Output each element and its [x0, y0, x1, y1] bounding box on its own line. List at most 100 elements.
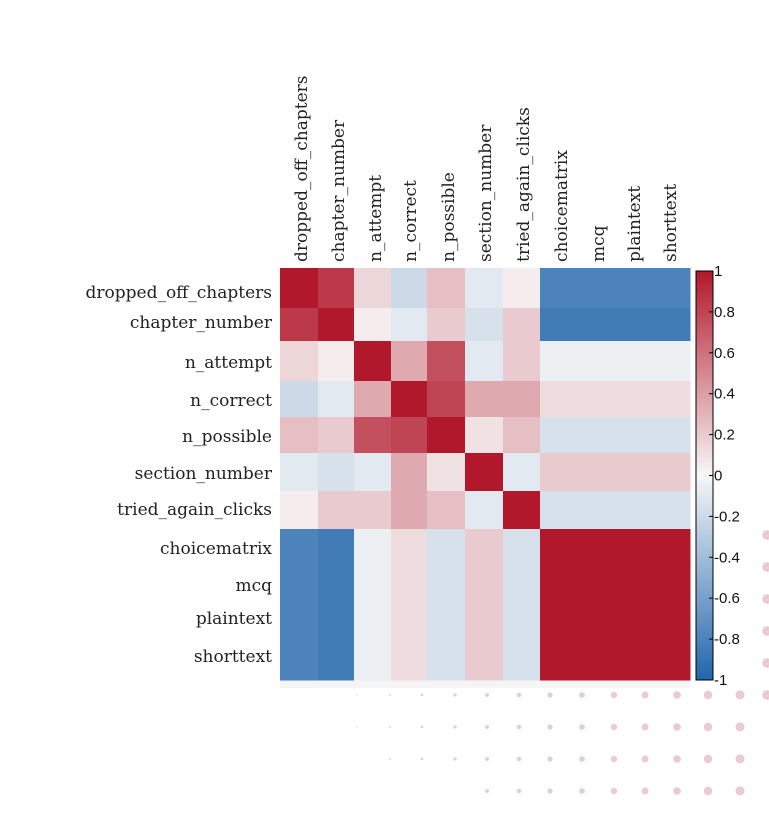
heatmap-cell — [540, 566, 578, 603]
background-dot — [610, 691, 618, 699]
background-dot — [641, 755, 649, 763]
background-dot — [579, 756, 585, 762]
colorbar-tick-label: -0.6 — [714, 590, 740, 607]
heatmap-cell — [318, 453, 355, 492]
background-dot — [420, 757, 424, 761]
colorbar-tick-label: 0.2 — [714, 427, 735, 444]
background-dot — [420, 693, 424, 697]
background-dot — [673, 723, 681, 731]
background-dot — [516, 788, 522, 794]
heatmap-cell — [280, 638, 319, 681]
heatmap-cell — [577, 341, 615, 382]
background-dot — [485, 789, 489, 793]
background-dot — [420, 725, 424, 729]
background-dot — [453, 725, 457, 729]
heatmap-cell — [427, 308, 466, 342]
heatmap-cell — [577, 638, 615, 681]
heatmap-cell — [503, 491, 541, 530]
heatmap-cell — [354, 602, 392, 639]
heatmap-cell — [540, 341, 578, 382]
heatmap-cells — [280, 268, 691, 681]
heatmap-cell — [280, 381, 319, 418]
heatmap-cell — [503, 602, 541, 639]
heatmap-cell — [280, 566, 319, 603]
background-dot — [610, 723, 618, 731]
heatmap-cell — [465, 268, 504, 309]
heatmap-cell — [503, 566, 541, 603]
column-label: shorttext — [661, 184, 681, 262]
heatmap-cell — [614, 529, 652, 567]
heatmap-cell — [391, 381, 428, 418]
colorbar-tick-label: -0.4 — [714, 549, 740, 566]
background-dot — [547, 756, 553, 762]
heatmap-cell — [503, 268, 541, 309]
heatmap-cell — [503, 417, 541, 454]
colorbar-tick-label: 0.6 — [714, 345, 735, 362]
heatmap-cell — [391, 638, 428, 681]
heatmap-cell — [465, 308, 504, 342]
heatmap-cell — [614, 453, 652, 492]
row-label: tried_again_clicks — [117, 500, 272, 520]
heatmap-cell — [280, 417, 319, 454]
background-dot — [641, 787, 649, 795]
heatmap-cell — [354, 638, 392, 681]
background-dot — [762, 690, 769, 700]
heatmap-cell — [503, 529, 541, 567]
background-dot — [673, 755, 681, 763]
background-dot — [641, 691, 649, 699]
row-label: plaintext — [196, 609, 272, 629]
heatmap-cell — [354, 268, 392, 309]
background-dot — [453, 757, 457, 761]
background-dot — [641, 723, 649, 731]
column-labels: dropped_off_chapters chapter_number n_atte… — [292, 76, 681, 263]
heatmap-cell — [651, 417, 691, 454]
heatmap-cell — [577, 566, 615, 603]
background-dot — [453, 693, 457, 697]
heatmap-cell — [427, 341, 466, 382]
heatmap-cell — [651, 453, 691, 492]
heatmap-cell — [391, 602, 428, 639]
background-dot — [762, 626, 769, 636]
heatmap-cell — [427, 381, 466, 418]
heatmap-cell — [540, 381, 578, 418]
column-label: tried_again_clicks — [514, 107, 534, 262]
heatmap-cell — [651, 602, 691, 639]
heatmap-cell — [391, 308, 428, 342]
row-label: shorttext — [194, 647, 272, 667]
heatmap-cell — [280, 602, 319, 639]
colorbar-tick-label: 0.8 — [714, 304, 735, 321]
column-label: n_possible — [439, 172, 459, 262]
heatmap-cell — [280, 341, 319, 382]
heatmap-cell — [427, 268, 466, 309]
background-dot — [389, 694, 391, 696]
column-label: n_correct — [401, 180, 421, 262]
heatmap-cell — [318, 491, 355, 530]
column-label: mcq — [589, 225, 609, 262]
background-dot — [356, 726, 358, 728]
heatmap-cell — [391, 491, 428, 530]
heatmap-cell — [465, 566, 504, 603]
background-dot — [703, 690, 713, 700]
row-label: dropped_off_chapters — [86, 283, 273, 303]
heatmap-cell — [354, 566, 392, 603]
heatmap-cell — [503, 381, 541, 418]
heatmap-cell — [465, 417, 504, 454]
heatmap-cell — [354, 341, 392, 382]
heatmap-cell — [614, 491, 652, 530]
row-label: chapter_number — [130, 313, 273, 333]
row-label: n_attempt — [185, 353, 272, 373]
background-dot — [673, 787, 681, 795]
heatmap-cell — [354, 529, 392, 567]
background-dot — [516, 724, 522, 730]
colorbar-tick-label: 1 — [714, 263, 722, 280]
heatmap-cell — [540, 491, 578, 530]
column-label: n_attempt — [366, 175, 386, 262]
heatmap-cell — [614, 268, 652, 309]
heatmap-cell — [318, 638, 355, 681]
heatmap-cell — [318, 341, 355, 382]
heatmap-cell — [427, 638, 466, 681]
background-dot — [762, 530, 769, 540]
heatmap-cell — [354, 491, 392, 530]
colorbar-tick-label: 0 — [714, 468, 722, 485]
